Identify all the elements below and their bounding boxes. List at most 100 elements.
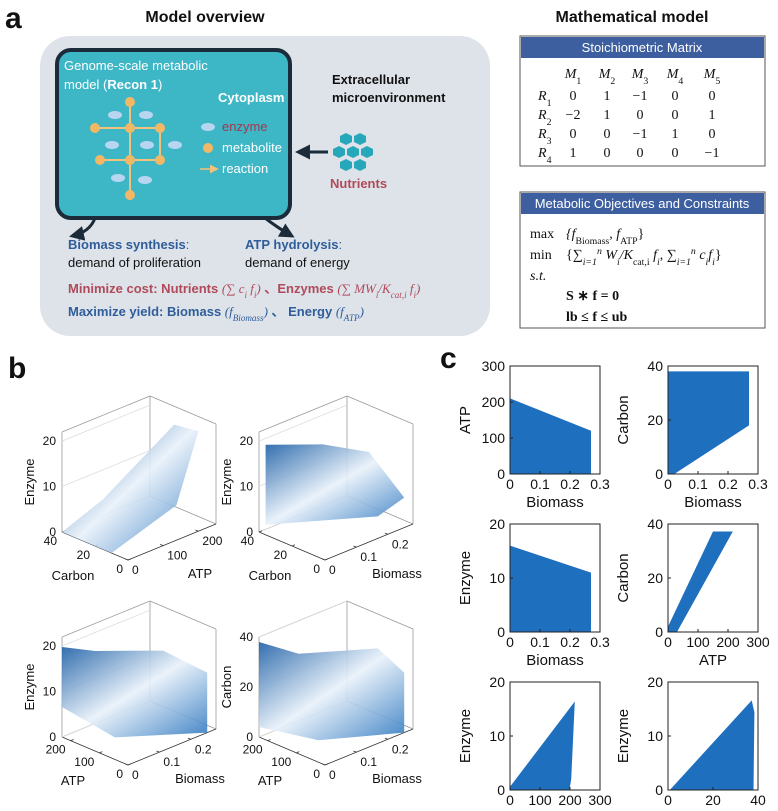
text-run: model (: [64, 77, 108, 92]
point-cloud: [669, 700, 755, 790]
cost-line: Minimize cost: Nutrients (∑ ci fi) 、Enzy…: [68, 281, 420, 300]
text-run: i: [244, 290, 247, 300]
row-header: R3: [537, 127, 552, 147]
tick-mark: [187, 737, 192, 740]
text-run: ): [263, 304, 268, 319]
y-axis-label: Enzyme: [457, 709, 474, 763]
axis-label: Enzyme: [22, 459, 37, 506]
environment-label: microenvironment: [332, 90, 446, 105]
text-run: }: [638, 227, 645, 242]
text-run: R: [537, 108, 547, 123]
y-tick-label: 20: [647, 570, 663, 586]
text-run: Biomass: [233, 313, 264, 323]
x-tick-label: 0.3: [590, 634, 610, 650]
text-run: /K: [377, 281, 392, 296]
tick-label: 0: [313, 562, 320, 576]
tick-label: 20: [240, 434, 254, 448]
matrix-cell: 0: [637, 146, 644, 161]
y-tick-label: 10: [489, 570, 505, 586]
tick-label: 0.1: [360, 550, 377, 564]
text-run: M: [564, 67, 578, 82]
formula: s.t.: [530, 269, 546, 284]
text-run: R: [537, 146, 547, 161]
x-tick-label: 100: [686, 634, 710, 650]
matrix-cell: 0: [672, 108, 679, 123]
text-run: W: [602, 248, 619, 263]
tick-mark: [160, 544, 164, 546]
axis-line: [127, 523, 217, 561]
tick-label: 200: [46, 743, 66, 757]
text-run: /K: [619, 248, 634, 263]
y-tick-label: 0: [497, 624, 505, 640]
y-tick-label: 0: [655, 782, 663, 798]
text-run: 4: [678, 76, 683, 87]
tick-mark: [70, 739, 74, 742]
matrix-cell: 0: [570, 127, 577, 142]
text-run: cat,i: [391, 290, 407, 300]
text-run: i=1: [677, 257, 691, 268]
tick-mark: [324, 763, 329, 766]
tick-label: 100: [74, 755, 94, 769]
tick-label: 10: [43, 685, 57, 699]
text-run: 1: [576, 76, 581, 87]
tick-mark: [353, 545, 357, 548]
text-run: i: [657, 257, 660, 268]
tick-label: 0.2: [392, 742, 409, 756]
text-run: ): [255, 281, 260, 296]
x-tick-label: 0: [506, 634, 514, 650]
legend-label: metabolite: [222, 140, 282, 155]
text-run: i: [706, 257, 709, 268]
text-run: i: [414, 290, 417, 300]
column-header: M2: [598, 67, 616, 87]
tick-mark: [127, 763, 132, 766]
formula: min: [530, 248, 552, 263]
axis-frame: [346, 395, 414, 425]
axis-frame: [258, 395, 348, 433]
tick-label: 0: [313, 767, 320, 781]
x-tick-label: 300: [588, 792, 612, 808]
tick-label: 0.2: [195, 742, 212, 756]
x-tick-label: 300: [746, 634, 770, 650]
matrix-cell: −1: [633, 127, 648, 142]
text-run: c: [696, 248, 707, 263]
nutrients-label: Nutrients: [330, 176, 387, 191]
tick-mark: [267, 739, 271, 742]
tick-label: 20: [43, 639, 57, 653]
text-run: Minimize cost: Nutrients: [68, 281, 222, 296]
text-run: f: [407, 281, 416, 296]
section-title: Model overview: [145, 9, 265, 26]
text-run: :: [186, 237, 190, 252]
text-run: Biomass: [576, 236, 610, 247]
matrix-cell: 0: [709, 127, 716, 142]
x-tick-label: 100: [528, 792, 552, 808]
point-cloud: [668, 371, 749, 474]
text-run: M: [666, 67, 680, 82]
y-tick-label: 20: [489, 674, 505, 690]
tick-label: 10: [240, 480, 254, 494]
tick-label: 0.1: [163, 755, 180, 769]
x-tick-label: 0: [664, 476, 672, 492]
tick-label: 40: [241, 534, 255, 548]
text-run: cat,i: [633, 257, 650, 268]
axis-frame: [346, 600, 414, 630]
y-axis-label: ATP: [457, 406, 474, 434]
text-run: f: [650, 248, 660, 263]
text-run: ATP: [620, 236, 638, 247]
y-tick-label: 20: [647, 674, 663, 690]
x-tick-label: 0: [506, 792, 514, 808]
tick-mark: [99, 751, 103, 754]
objective-label: Biomass synthesis:: [68, 237, 189, 252]
axis-label: Enzyme: [22, 664, 37, 711]
text-run: (∑ c: [222, 281, 245, 296]
point-cloud: [510, 545, 591, 632]
x-axis-label: Biomass: [526, 652, 584, 669]
text-run: M: [703, 67, 717, 82]
text-run: Biomass synthesis: [68, 237, 186, 252]
tick-label: 200: [202, 534, 222, 548]
tick-label: 0: [329, 563, 336, 577]
text-run: , f: [609, 227, 622, 242]
text-run: Recon 1: [107, 77, 158, 92]
axis-frame: [149, 395, 217, 425]
point-cloud: [62, 647, 208, 738]
cell: [55, 48, 292, 220]
